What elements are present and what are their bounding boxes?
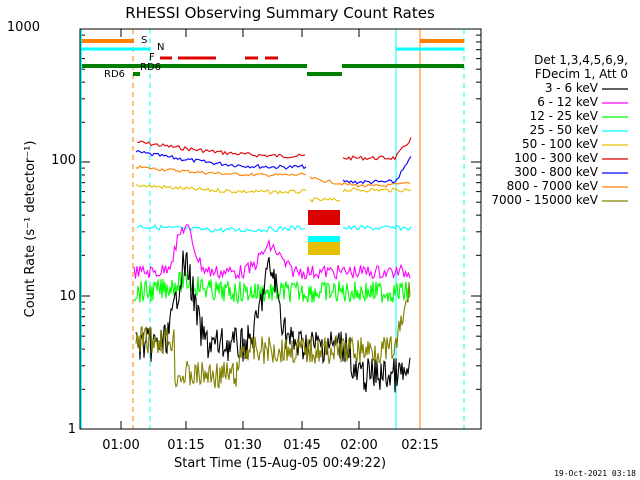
series-line	[135, 250, 411, 393]
attenuator-band	[308, 210, 340, 225]
legend-label: 25 - 50 keV	[530, 123, 599, 137]
series-line	[342, 224, 412, 232]
legend-item: 7000 - 15000 keV	[491, 193, 628, 207]
legend-item: 50 - 100 keV	[522, 137, 628, 151]
y-axis-label: Count Rate (s⁻¹ detector⁻¹)	[23, 141, 38, 318]
series-line	[342, 137, 412, 161]
legend-label: 300 - 800 keV	[514, 165, 598, 179]
legend-label: 50 - 100 keV	[522, 137, 599, 151]
legend-item: 6 - 12 keV	[537, 95, 628, 109]
chart-title: RHESSI Observing Summary Count Rates	[125, 4, 435, 22]
x-tick-label: 01:45	[283, 438, 320, 453]
series-line	[135, 165, 307, 178]
series-line	[135, 282, 411, 389]
legend-item: 100 - 300 keV	[514, 151, 628, 165]
legend-item: 25 - 50 keV	[530, 123, 628, 137]
x-tick-label: 02:15	[401, 438, 438, 453]
series-line	[133, 269, 411, 305]
legend-label: 12 - 25 keV	[530, 109, 599, 123]
legend-item: 800 - 7000 keV	[507, 179, 628, 193]
flag-label: RD6	[104, 69, 125, 80]
series-line	[136, 140, 306, 159]
footer-timestamp: 19-Oct-2021 03:18	[554, 469, 636, 478]
y-tick-label: 10	[59, 289, 76, 304]
x-tick-label: 02:00	[340, 438, 377, 453]
series-line	[135, 149, 307, 170]
data-layer	[80, 28, 481, 430]
x-tick-label: 01:15	[167, 438, 204, 453]
x-tick-label: 01:00	[102, 438, 139, 453]
legend-item: 12 - 25 keV	[530, 109, 628, 123]
legend-label: 3 - 6 keV	[545, 81, 599, 95]
series-line	[342, 156, 412, 185]
attenuator-band	[308, 240, 340, 255]
legend-item: 300 - 800 keV	[514, 165, 628, 179]
x-axis-label: Start Time (15-Aug-05 00:49:22)	[174, 456, 386, 471]
series-line	[309, 197, 340, 204]
x-tick-label: 01:30	[224, 438, 261, 453]
legend-label: 6 - 12 keV	[537, 95, 599, 109]
y-tick-label: 1000	[7, 20, 40, 35]
series-line	[133, 224, 411, 280]
flag-label: F	[149, 52, 155, 63]
legend-title-line: FDecim 1, Att 0	[535, 67, 628, 81]
flag-label: N	[157, 42, 164, 53]
flag-label: RD6	[140, 62, 161, 73]
y-tick-label: 1	[68, 422, 76, 437]
legend-item: 3 - 6 keV	[545, 81, 628, 95]
series-line	[342, 187, 412, 193]
legend-label: 800 - 7000 keV	[507, 179, 599, 193]
legend-label: 7000 - 15000 keV	[491, 193, 598, 207]
series-line	[135, 184, 307, 195]
legend-title-line: Det 1,3,4,5,6,9,	[534, 53, 628, 67]
legend-label: 100 - 300 keV	[514, 151, 598, 165]
plot-frame	[79, 28, 482, 430]
y-tick-label: 100	[51, 153, 76, 168]
attenuator-band	[308, 236, 340, 242]
series-line	[136, 223, 306, 233]
flag-label: S	[141, 35, 147, 46]
series-line	[309, 176, 411, 188]
